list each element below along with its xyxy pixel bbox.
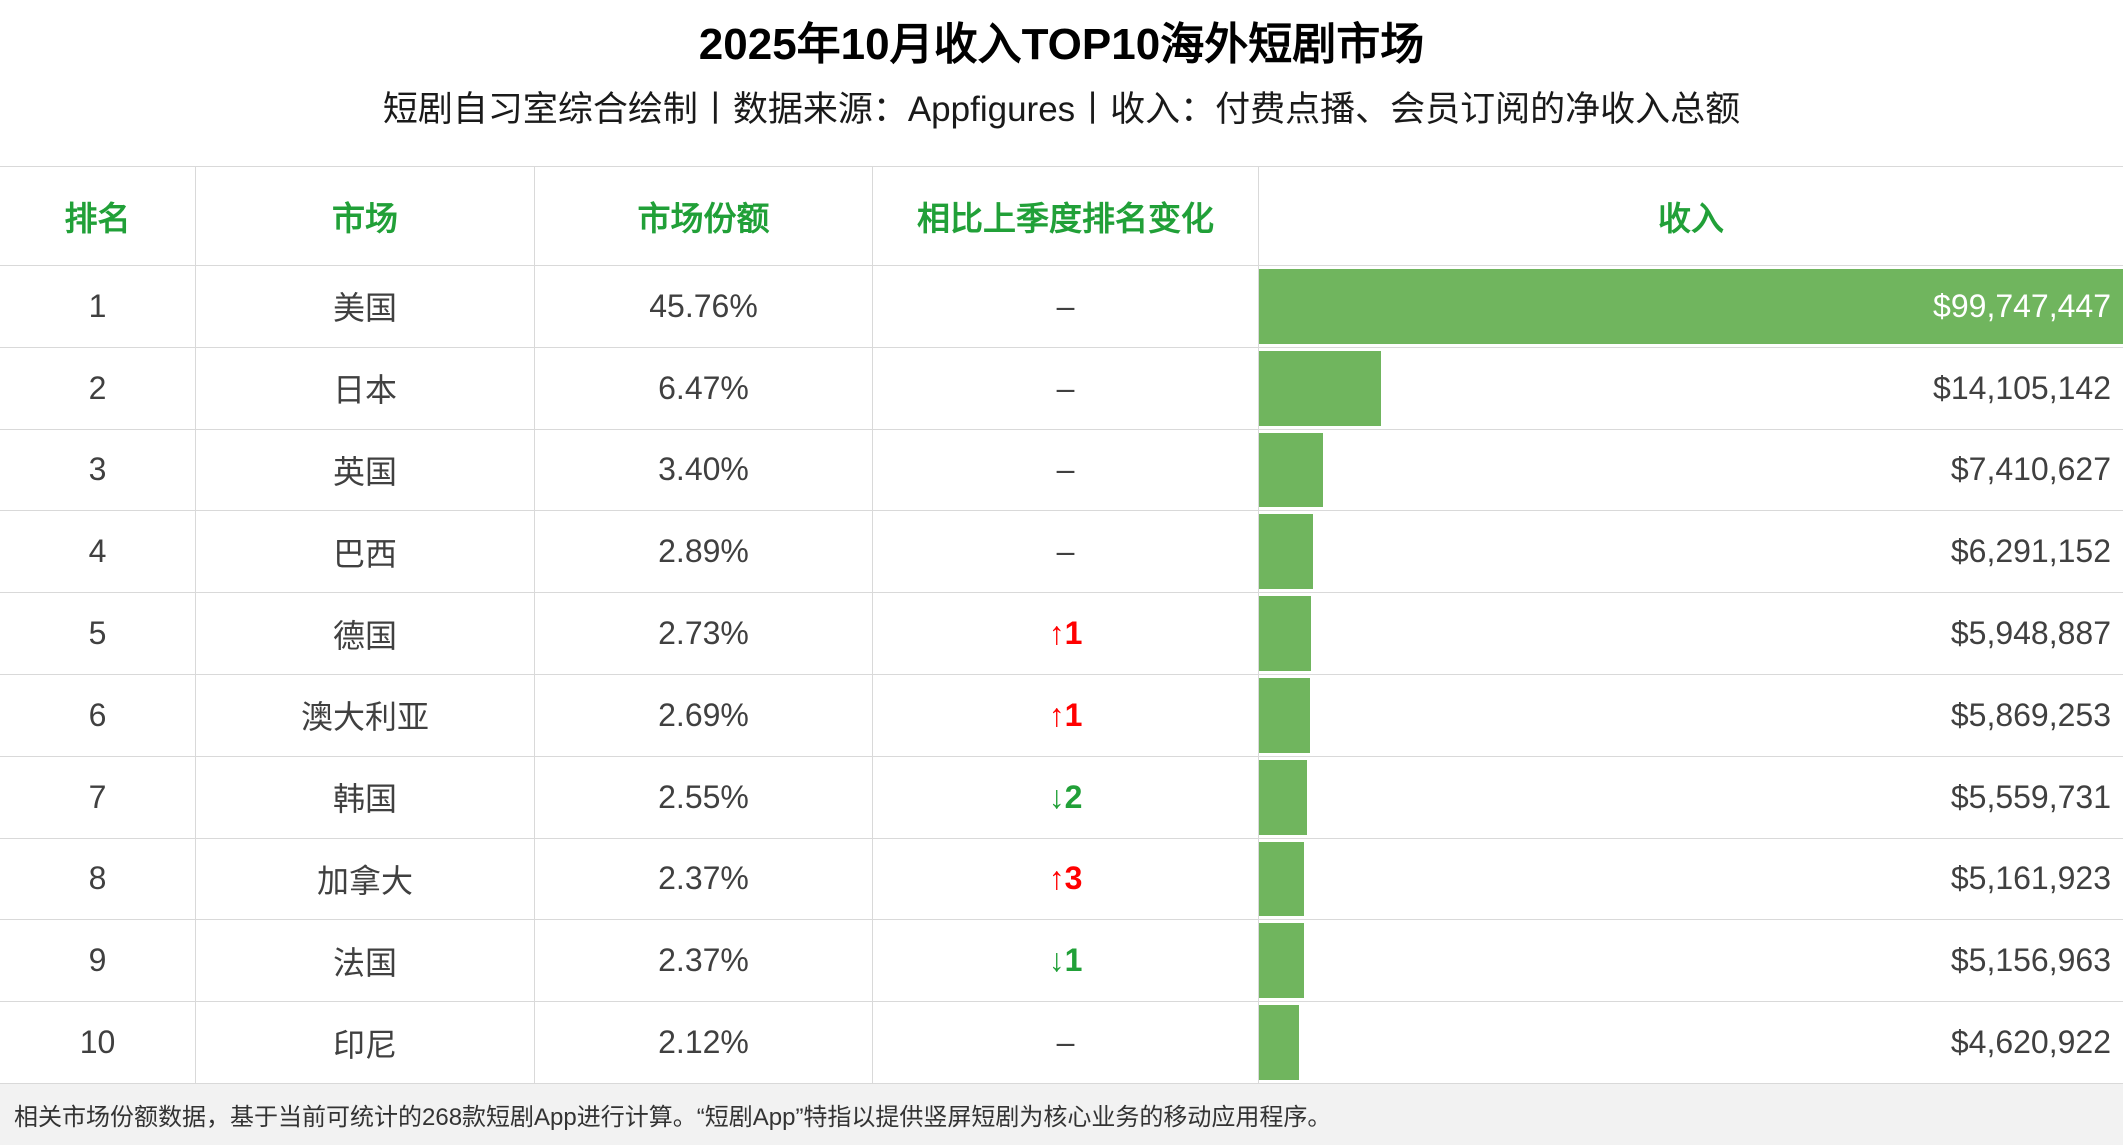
revenue-bar xyxy=(1259,841,1304,917)
change-cell: – xyxy=(873,347,1259,429)
share-cell: 2.37% xyxy=(535,838,873,920)
revenue-value: $5,156,963 xyxy=(1950,942,2111,979)
revenue-bar xyxy=(1259,514,1314,590)
change-cell: – xyxy=(873,266,1259,347)
market-cell: 韩国 xyxy=(196,756,535,838)
revenue-bar xyxy=(1259,596,1311,671)
revenue-value: $5,161,923 xyxy=(1950,860,2111,897)
revenue-cell: $5,869,253 xyxy=(1259,675,2123,756)
change-cell: ↑3 xyxy=(873,838,1259,920)
title-block: 2025年10月收入TOP10海外短剧市场 短剧自习室综合绘制丨数据来源：App… xyxy=(0,0,2123,166)
share-cell: 3.40% xyxy=(535,429,873,511)
revenue-value: $7,410,627 xyxy=(1950,451,2111,488)
share-cell: 2.12% xyxy=(535,1002,873,1083)
footnote: 相关市场份额数据，基于当前可统计的268款短剧App进行计算。“短剧App”特指… xyxy=(0,1083,2123,1145)
market-cell: 印尼 xyxy=(196,1002,535,1083)
share-cell: 6.47% xyxy=(535,347,873,429)
change-cell: – xyxy=(873,511,1259,593)
market-cell: 日本 xyxy=(196,347,535,429)
table-row: 10 印尼 2.12% – $4,620,922 xyxy=(0,1002,2123,1084)
change-cell: ↑1 xyxy=(873,593,1259,674)
rank-cell: 7 xyxy=(0,756,196,838)
rank-cell: 1 xyxy=(0,266,196,347)
share-cell: 2.69% xyxy=(535,674,873,756)
revenue-value: $4,620,922 xyxy=(1950,1024,2111,1061)
column-header-revenue: 收入 xyxy=(1259,167,2123,265)
revenue-value: $14,105,142 xyxy=(1933,369,2111,406)
rank-cell: 9 xyxy=(0,920,196,1002)
revenue-bar xyxy=(1259,759,1308,835)
rank-cell: 6 xyxy=(0,674,196,756)
revenue-bar xyxy=(1259,923,1304,999)
share-cell: 2.55% xyxy=(535,756,873,838)
market-cell: 加拿大 xyxy=(196,838,535,920)
page-title: 2025年10月收入TOP10海外短剧市场 xyxy=(698,20,1425,69)
revenue-cell: $5,156,963 xyxy=(1259,920,2123,1001)
rank-cell: 5 xyxy=(0,593,196,674)
share-cell: 2.73% xyxy=(535,593,873,674)
market-cell: 美国 xyxy=(196,266,535,347)
column-header-market: 市场 xyxy=(196,167,535,265)
revenue-value: $99,747,447 xyxy=(1933,287,2111,324)
change-cell: ↑1 xyxy=(873,674,1259,756)
revenue-cell: $5,559,731 xyxy=(1259,757,2123,838)
change-cell: ↓2 xyxy=(873,756,1259,838)
change-cell: – xyxy=(873,1002,1259,1083)
revenue-bar xyxy=(1259,269,2123,344)
market-cell: 巴西 xyxy=(196,511,535,593)
column-header-rank: 排名 xyxy=(0,167,196,265)
revenue-cell: $99,747,447 xyxy=(1259,266,2123,347)
market-cell: 英国 xyxy=(196,429,535,511)
market-cell: 澳大利亚 xyxy=(196,674,535,756)
revenue-cell: $5,161,923 xyxy=(1259,839,2123,920)
revenue-cell: $14,105,142 xyxy=(1259,348,2123,429)
revenue-cell: $7,410,627 xyxy=(1259,430,2123,511)
page-subtitle: 短剧自习室综合绘制丨数据来源：Appfigures丨收入：付费点播、会员订阅的净… xyxy=(382,90,1741,130)
table-row: 3 英国 3.40% – $7,410,627 xyxy=(0,429,2123,512)
revenue-value: $5,559,731 xyxy=(1950,778,2111,815)
rank-cell: 8 xyxy=(0,838,196,920)
revenue-cell: $4,620,922 xyxy=(1259,1002,2123,1083)
table-row: 2 日本 6.47% – $14,105,142 xyxy=(0,347,2123,430)
table-row: 6 澳大利亚 2.69% ↑1 $5,869,253 xyxy=(0,674,2123,757)
table-row: 1 美国 45.76% – $99,747,447 xyxy=(0,266,2123,348)
revenue-bar xyxy=(1259,677,1310,753)
table-row: 7 韩国 2.55% ↓2 $5,559,731 xyxy=(0,756,2123,839)
market-table: 排名 市场 市场份额 相比上季度排名变化 收入 1 美国 45.76% – $9… xyxy=(0,166,2123,1084)
share-cell: 2.37% xyxy=(535,920,873,1002)
table-header-row: 排名 市场 市场份额 相比上季度排名变化 收入 xyxy=(0,167,2123,266)
column-header-revenue-label: 收入 xyxy=(1658,200,1724,237)
revenue-bar xyxy=(1259,1005,1300,1080)
table-row: 8 加拿大 2.37% ↑3 $5,161,923 xyxy=(0,838,2123,921)
table-row: 9 法国 2.37% ↓1 $5,156,963 xyxy=(0,920,2123,1003)
market-cell: 法国 xyxy=(196,920,535,1002)
change-cell: – xyxy=(873,429,1259,511)
rank-cell: 10 xyxy=(0,1002,196,1083)
table-row: 5 德国 2.73% ↑1 $5,948,887 xyxy=(0,593,2123,675)
revenue-bar xyxy=(1259,350,1382,426)
revenue-value: $5,948,887 xyxy=(1950,615,2111,652)
market-cell: 德国 xyxy=(196,593,535,674)
rank-cell: 3 xyxy=(0,429,196,511)
revenue-bar xyxy=(1259,432,1324,508)
column-header-change: 相比上季度排名变化 xyxy=(873,167,1259,265)
rank-cell: 4 xyxy=(0,511,196,593)
rank-cell: 2 xyxy=(0,347,196,429)
revenue-cell: $6,291,152 xyxy=(1259,511,2123,592)
share-cell: 2.89% xyxy=(535,511,873,593)
change-cell: ↓1 xyxy=(873,920,1259,1002)
table-row: 4 巴西 2.89% – $6,291,152 xyxy=(0,511,2123,594)
revenue-value: $5,869,253 xyxy=(1950,696,2111,733)
share-cell: 45.76% xyxy=(535,266,873,347)
column-header-share: 市场份额 xyxy=(535,167,873,265)
revenue-value: $6,291,152 xyxy=(1950,533,2111,570)
revenue-cell: $5,948,887 xyxy=(1259,593,2123,674)
